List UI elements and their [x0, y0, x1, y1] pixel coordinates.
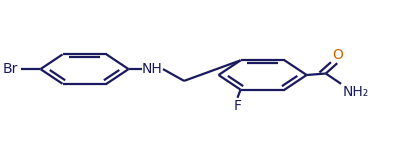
Text: F: F: [234, 99, 242, 113]
Text: Br: Br: [2, 62, 18, 76]
Text: O: O: [332, 48, 343, 62]
Text: NH₂: NH₂: [343, 85, 369, 99]
Text: NH: NH: [142, 62, 163, 76]
